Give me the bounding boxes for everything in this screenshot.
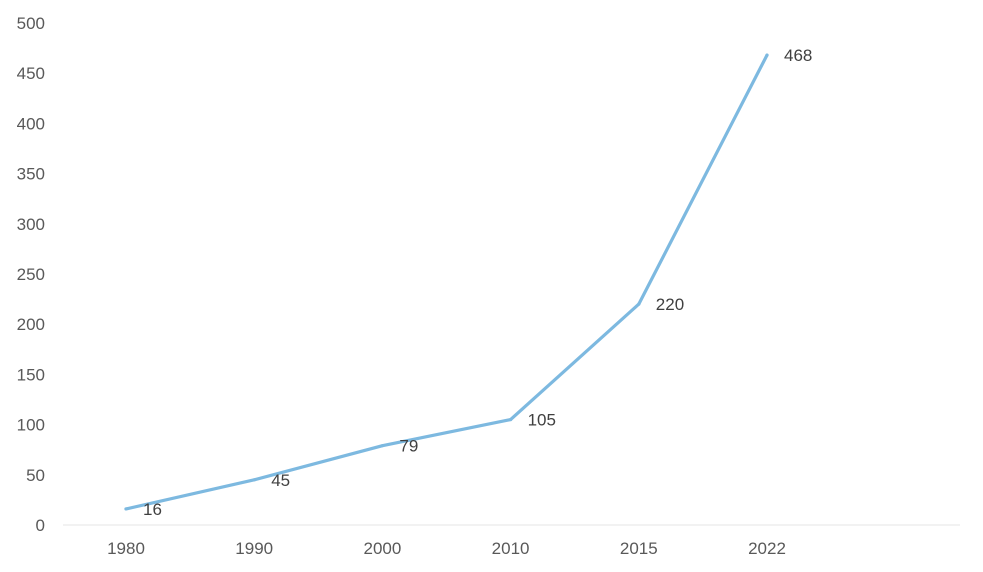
series-layer xyxy=(124,53,769,511)
data-label: 220 xyxy=(656,295,684,314)
y-tick-label: 200 xyxy=(17,315,45,334)
y-tick-label: 450 xyxy=(17,64,45,83)
series-line xyxy=(124,53,769,511)
y-tick-label: 250 xyxy=(17,265,45,284)
data-label: 105 xyxy=(528,411,556,430)
x-tick-label: 1990 xyxy=(235,539,273,558)
x-tick-label: 2022 xyxy=(748,539,786,558)
y-tick-label: 350 xyxy=(17,165,45,184)
y-tick-label: 500 xyxy=(17,14,45,33)
data-point xyxy=(765,53,769,57)
data-labels: 16 45 79 105 220 468 xyxy=(143,46,812,519)
x-tick-label: 1980 xyxy=(107,539,145,558)
data-label: 45 xyxy=(271,471,290,490)
data-point xyxy=(124,507,128,511)
y-tick-label: 300 xyxy=(17,215,45,234)
data-label: 79 xyxy=(399,437,418,456)
y-tick-label: 0 xyxy=(36,516,45,535)
y-tick-label: 100 xyxy=(17,416,45,435)
x-tick-label: 2015 xyxy=(620,539,658,558)
data-label: 468 xyxy=(784,46,812,65)
x-tick-label: 2000 xyxy=(363,539,401,558)
x-axis: 1980 1990 2000 2010 2015 2022 xyxy=(107,539,786,558)
data-point xyxy=(380,444,384,448)
y-tick-label: 50 xyxy=(26,466,45,485)
data-point xyxy=(637,302,641,306)
data-point xyxy=(509,417,513,422)
y-axis: 0 50 100 150 200 250 300 350 400 450 500 xyxy=(17,14,45,535)
data-label: 16 xyxy=(143,500,162,519)
y-tick-label: 400 xyxy=(17,114,45,133)
x-tick-label: 2010 xyxy=(492,539,530,558)
y-tick-label: 150 xyxy=(17,365,45,384)
data-point xyxy=(252,478,256,482)
